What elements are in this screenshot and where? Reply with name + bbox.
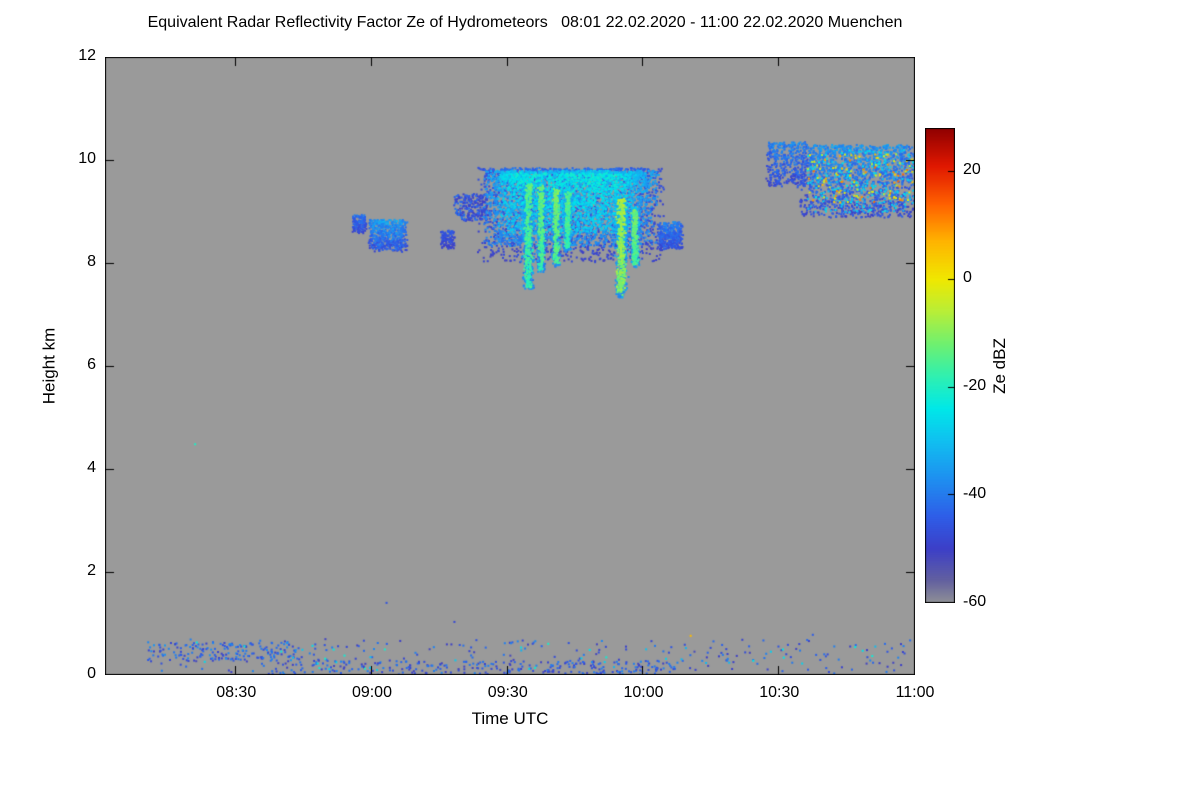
x-tick-label: 08:30	[216, 684, 257, 701]
chart-title: Equivalent Radar Reflectivity Factor Ze …	[147, 14, 903, 31]
y-tick-label: 2	[87, 562, 96, 579]
y-tick-label: 0	[87, 665, 96, 682]
colorbar-canvas	[925, 128, 955, 603]
x-tick-label: 10:30	[759, 684, 800, 701]
colorbar-tick-label: -40	[963, 485, 987, 503]
y-tick-label: 4	[87, 459, 96, 476]
colorbar-tick-label: -60	[963, 593, 987, 610]
x-tick-label: 11:00	[895, 684, 935, 701]
heatmap-plot-canvas	[105, 57, 915, 675]
x-tick-label: 09:00	[351, 684, 392, 701]
x-axis-label: Time UTC	[471, 709, 549, 728]
x-tick-label: 10:00	[623, 684, 664, 701]
colorbar-tick-label: 0	[963, 269, 972, 287]
y-tick-label: 8	[87, 253, 96, 270]
colorbar-tick-label: 20	[963, 161, 981, 179]
y-tick-label: 10	[78, 150, 96, 167]
x-tick-label: 09:30	[487, 684, 528, 701]
colorbar-label: Ze dBZ	[990, 337, 1009, 394]
y-tick-label: 12	[78, 47, 96, 64]
colorbar-tick-label: -20	[963, 377, 987, 395]
colorbar-label-container: Ze dBZ	[989, 128, 1011, 603]
y-tick-label: 6	[87, 356, 96, 373]
